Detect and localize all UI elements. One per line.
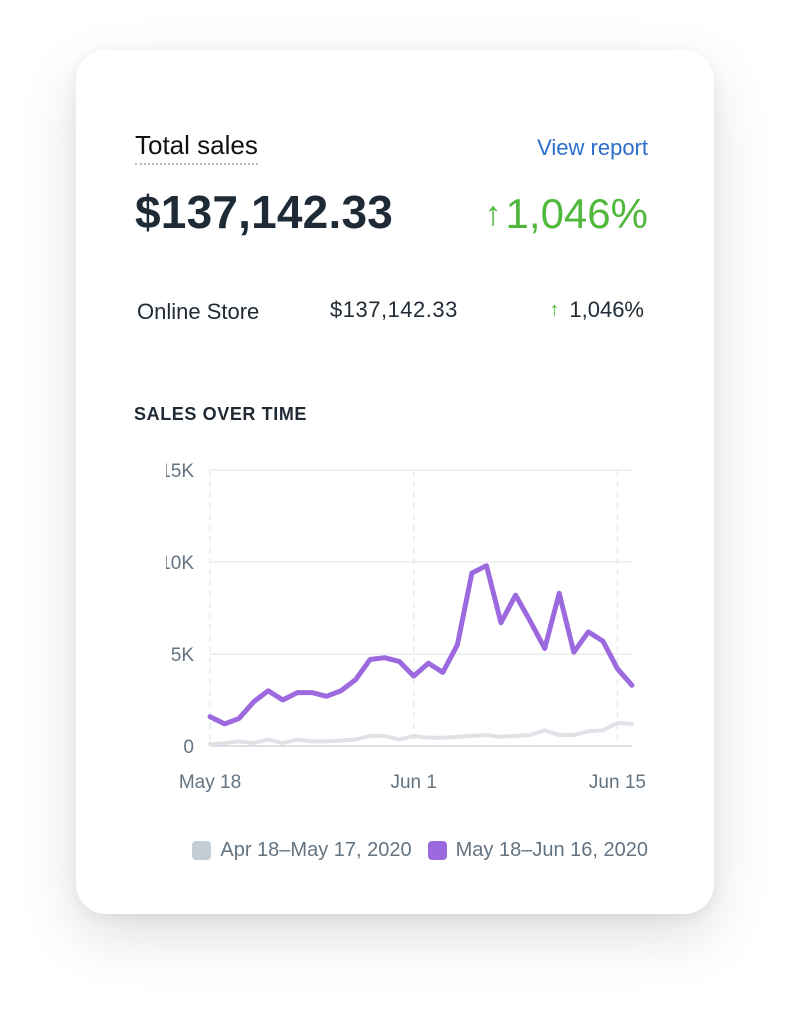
data-point-previous[interactable]: [454, 734, 460, 740]
data-point-current[interactable]: [542, 645, 548, 651]
data-point-previous[interactable]: [323, 738, 329, 744]
data-point-current[interactable]: [440, 669, 446, 675]
data-point-previous[interactable]: [614, 720, 620, 726]
legend-swatch-previous: [192, 840, 212, 860]
chart-legend: Apr 18–May 17, 2020 May 18–Jun 16, 2020: [192, 836, 648, 864]
total-change-value: 1,046%: [505, 190, 648, 237]
legend-label-previous: Apr 18–May 17, 2020: [220, 839, 412, 861]
data-point-previous[interactable]: [367, 733, 373, 739]
y-tick-label: 10K: [166, 553, 194, 574]
data-point-current[interactable]: [629, 682, 635, 688]
data-point-previous[interactable]: [440, 735, 446, 741]
data-point-previous[interactable]: [513, 733, 519, 739]
data-point-current[interactable]: [513, 592, 519, 598]
card-title[interactable]: Total sales: [135, 130, 258, 165]
breakdown-change-value: 1,046%: [569, 297, 644, 322]
y-tick-label: 0: [183, 737, 194, 758]
data-point-previous[interactable]: [585, 728, 591, 734]
data-point-previous[interactable]: [294, 737, 300, 743]
data-point-current[interactable]: [338, 688, 344, 694]
legend-swatch-current: [427, 840, 447, 860]
data-point-previous[interactable]: [425, 735, 431, 741]
data-point-current[interactable]: [280, 697, 286, 703]
data-point-previous[interactable]: [600, 727, 606, 733]
breakdown-change-online-store: ↑ 1,046%: [549, 294, 644, 326]
data-point-previous[interactable]: [396, 737, 402, 743]
data-point-previous[interactable]: [265, 737, 271, 743]
data-point-previous[interactable]: [542, 727, 548, 733]
data-point-previous[interactable]: [353, 737, 359, 743]
data-point-current[interactable]: [483, 563, 489, 569]
data-point-current[interactable]: [222, 721, 228, 727]
data-point-current[interactable]: [236, 715, 242, 721]
sales-over-time-chart[interactable]: 0 5K 10K 15K May 18 Jun 1 Jun 15: [166, 460, 646, 840]
data-point-current[interactable]: [265, 688, 271, 694]
data-point-current[interactable]: [353, 677, 359, 683]
data-point-current[interactable]: [207, 714, 213, 720]
data-point-current[interactable]: [469, 570, 475, 576]
legend-item-previous[interactable]: Apr 18–May 17, 2020: [192, 836, 412, 864]
data-point-previous[interactable]: [382, 733, 388, 739]
legend-item-current[interactable]: May 18–Jun 16, 2020: [427, 836, 648, 864]
data-point-current[interactable]: [396, 658, 402, 664]
data-point-current[interactable]: [614, 666, 620, 672]
data-point-previous[interactable]: [483, 732, 489, 738]
view-report-link[interactable]: View report: [537, 135, 648, 160]
total-sales-value: $137,142.33: [135, 186, 394, 238]
data-point-previous[interactable]: [338, 737, 344, 743]
data-point-current[interactable]: [367, 657, 373, 663]
data-point-previous[interactable]: [280, 740, 286, 746]
data-point-current[interactable]: [411, 673, 417, 679]
data-point-previous[interactable]: [411, 733, 417, 739]
data-point-current[interactable]: [571, 649, 577, 655]
legend-label-current: May 18–Jun 16, 2020: [455, 839, 648, 861]
arrow-up-icon: ↑: [484, 195, 502, 233]
data-point-current[interactable]: [498, 620, 504, 626]
data-point-current[interactable]: [600, 638, 606, 644]
data-point-previous[interactable]: [629, 721, 635, 727]
x-tick-label: May 18: [179, 772, 241, 793]
section-heading: SALES OVER TIME: [134, 404, 308, 424]
data-point-current[interactable]: [309, 690, 315, 696]
data-point-current[interactable]: [454, 642, 460, 648]
data-point-previous[interactable]: [207, 741, 213, 747]
total-sales-change: ↑ 1,046%: [485, 186, 648, 242]
data-point-previous[interactable]: [469, 733, 475, 739]
y-tick-label: 15K: [166, 461, 194, 482]
total-sales-card: Total sales View report $137,142.33 ↑ 1,…: [76, 50, 714, 914]
breakdown-label-online-store: Online Store: [137, 299, 260, 324]
data-point-previous[interactable]: [571, 732, 577, 738]
data-point-previous[interactable]: [498, 734, 504, 740]
data-point-previous[interactable]: [309, 738, 315, 744]
data-point-previous[interactable]: [251, 740, 257, 746]
series-line-current[interactable]: [207, 563, 635, 727]
data-point-current[interactable]: [323, 693, 329, 699]
data-point-previous[interactable]: [236, 738, 242, 744]
data-point-current[interactable]: [556, 590, 562, 596]
data-point-previous[interactable]: [222, 740, 228, 746]
data-point-current[interactable]: [294, 690, 300, 696]
y-tick-label: 5K: [171, 645, 195, 666]
data-point-previous[interactable]: [527, 732, 533, 738]
x-tick-label: Jun 15: [589, 772, 646, 793]
data-point-current[interactable]: [382, 655, 388, 661]
x-tick-label: Jun 1: [390, 772, 436, 793]
data-point-current[interactable]: [251, 699, 257, 705]
arrow-up-icon: ↑: [549, 299, 560, 321]
data-point-current[interactable]: [425, 660, 431, 666]
breakdown-value-online-store: $137,142.33: [330, 297, 458, 322]
data-point-current[interactable]: [527, 618, 533, 624]
series-line-previous[interactable]: [208, 721, 634, 747]
data-point-current[interactable]: [585, 629, 591, 635]
data-point-previous[interactable]: [556, 732, 562, 738]
